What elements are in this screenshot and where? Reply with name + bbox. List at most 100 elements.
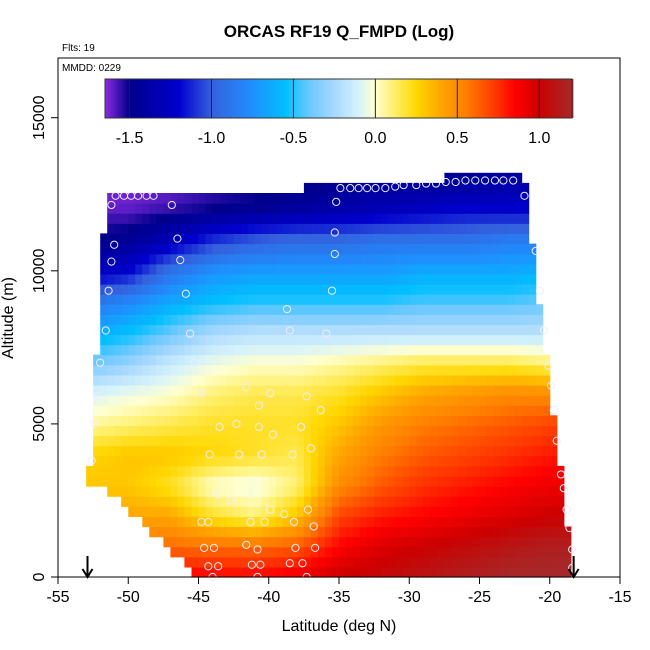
heatmap-cell [465, 425, 473, 437]
heatmap-cell [500, 294, 509, 305]
heatmap-cell [500, 213, 509, 224]
heatmap-cell [507, 354, 516, 366]
heatmap-cell [289, 334, 298, 346]
colorbar-segment [213, 79, 216, 118]
heatmap-cell [367, 385, 375, 396]
heatmap-cell [388, 263, 396, 275]
heatmap-cell [212, 334, 221, 346]
heatmap-cell [324, 193, 333, 204]
heatmap-cell [254, 445, 263, 457]
heatmap-cell [514, 476, 523, 487]
heatmap-cell [114, 354, 122, 366]
heatmap-cell [444, 253, 452, 265]
heatmap-cell [177, 334, 185, 346]
heatmap-cell [198, 364, 207, 376]
heatmap-cell [360, 344, 368, 356]
heatmap-cell [247, 304, 256, 315]
heatmap-cell [121, 233, 129, 245]
heatmap-cell [100, 374, 108, 386]
heatmap-cell [374, 476, 382, 487]
heatmap-cell [500, 344, 509, 356]
heatmap-cell [310, 506, 319, 517]
heatmap-cell [395, 526, 403, 538]
heatmap-cell [563, 526, 572, 538]
heatmap-cell [324, 425, 333, 437]
heatmap-cell [444, 354, 452, 366]
heatmap-cell [275, 415, 284, 426]
heatmap-cell [542, 405, 551, 416]
heatmap-cell [128, 486, 136, 497]
heatmap-cell [556, 516, 565, 528]
heatmap-cell [191, 243, 200, 255]
heatmap-cell [430, 556, 438, 568]
heatmap-cell [542, 374, 551, 386]
heatmap-cell [121, 213, 129, 224]
colorbar-segment [143, 79, 146, 118]
heatmap-cell [296, 364, 305, 376]
heatmap-cell [395, 223, 403, 234]
heatmap-cell [289, 203, 298, 214]
heatmap-cell [458, 486, 466, 497]
heatmap-cell [374, 486, 382, 497]
heatmap-cell [156, 243, 164, 255]
heatmap-cell [303, 415, 312, 426]
heatmap-cell [493, 334, 502, 346]
heatmap-cell [360, 193, 368, 204]
heatmap-cell [142, 476, 150, 487]
heatmap-cell [191, 556, 200, 568]
heatmap-cell [170, 415, 178, 426]
heatmap-cell [444, 213, 452, 224]
heatmap-cell [493, 233, 502, 245]
heatmap-cell [240, 556, 249, 568]
heatmap-cell [444, 233, 452, 245]
heatmap-cell [486, 476, 495, 487]
heatmap-cell [465, 374, 473, 386]
heatmap-cell [388, 253, 396, 265]
heatmap-cell [198, 455, 207, 467]
heatmap-cell [423, 566, 431, 578]
colorbar-segment [569, 79, 572, 118]
heatmap-cell [437, 233, 445, 245]
heatmap-cell [521, 324, 530, 336]
heatmap-cell [339, 182, 347, 194]
heatmap-cell [233, 465, 242, 477]
heatmap-cell [360, 314, 368, 325]
colorbar-segment [291, 79, 294, 118]
heatmap-cell [163, 203, 171, 214]
heatmap-cell [233, 395, 242, 406]
heatmap-cell [198, 536, 207, 548]
heatmap-cell [465, 324, 473, 336]
heatmap-cell [121, 334, 129, 346]
heatmap-cell [465, 263, 473, 275]
colorbar-segment [475, 79, 478, 118]
heatmap-cell [507, 273, 516, 285]
heatmap-cell [289, 516, 298, 528]
heatmap-cell [332, 506, 340, 517]
observation-point [322, 329, 331, 338]
heatmap-cell [135, 203, 143, 214]
heatmap-cell [479, 223, 488, 234]
heatmap-cell [339, 294, 347, 305]
heatmap-cell [395, 203, 403, 214]
colorbar-segment [455, 79, 458, 118]
heatmap-cell [170, 294, 178, 305]
heatmap-cell [240, 476, 249, 487]
heatmap-cell [339, 425, 347, 437]
heatmap-cell [212, 304, 221, 315]
heatmap-cell [184, 334, 192, 346]
heatmap-cell [247, 354, 256, 366]
heatmap-cell [437, 193, 445, 204]
heatmap-cell [135, 344, 143, 356]
heatmap-cell [184, 496, 192, 507]
heatmap-cell [367, 324, 375, 336]
heatmap-cell [395, 273, 403, 285]
heatmap-cell [317, 334, 326, 346]
heatmap-cell [184, 253, 192, 265]
heatmap-cell [514, 536, 523, 548]
heatmap-cell [514, 253, 523, 265]
heatmap-cell [114, 324, 122, 336]
heatmap-cell [374, 324, 382, 336]
heatmap-cell [261, 476, 270, 487]
observation-point [451, 177, 460, 187]
heatmap-cell [289, 395, 298, 406]
